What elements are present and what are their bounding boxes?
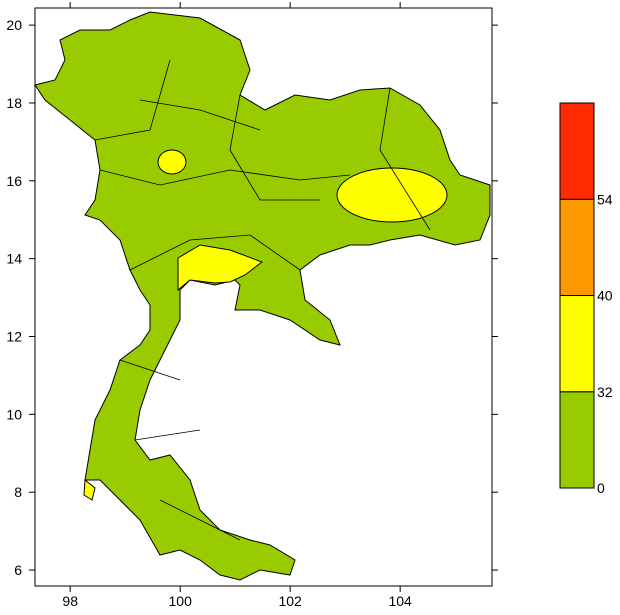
y-tick-label: 14 xyxy=(6,251,22,267)
x-tick-label: 102 xyxy=(278,593,302,609)
colorbar-segment xyxy=(559,391,595,489)
colorbar-label: 0 xyxy=(597,480,605,496)
zone-east xyxy=(336,167,448,223)
colorbar-segment xyxy=(559,102,595,200)
y-tick-label: 8 xyxy=(14,484,22,500)
province-lines xyxy=(94,59,431,541)
y-tick-label: 18 xyxy=(6,95,22,111)
x-tick-label: 104 xyxy=(388,593,412,609)
zone-west xyxy=(157,149,187,175)
colorbar-segment xyxy=(559,295,595,393)
colorbar-label: 54 xyxy=(597,191,613,207)
y-tick-label: 20 xyxy=(6,17,22,33)
colorbar: 0 32 40 54 xyxy=(559,102,613,496)
country-outline xyxy=(34,11,491,581)
zone-south xyxy=(83,479,96,501)
plot-frame xyxy=(34,7,493,587)
y-tick-label: 6 xyxy=(14,562,22,578)
colorbar-segment xyxy=(559,198,595,296)
x-tick-label: 100 xyxy=(169,593,193,609)
x-tick-label: 98 xyxy=(62,593,78,609)
land xyxy=(34,11,491,581)
colorbar-label: 40 xyxy=(597,288,613,304)
y-tick-label: 10 xyxy=(6,406,22,422)
y-tick-label: 16 xyxy=(6,173,22,189)
axes: 98 100 102 104 6 8 10 12 14 16 18 20 xyxy=(6,2,498,609)
zone-central xyxy=(177,244,264,292)
colorbar-label: 32 xyxy=(597,384,613,400)
y-tick-label: 12 xyxy=(6,329,22,345)
